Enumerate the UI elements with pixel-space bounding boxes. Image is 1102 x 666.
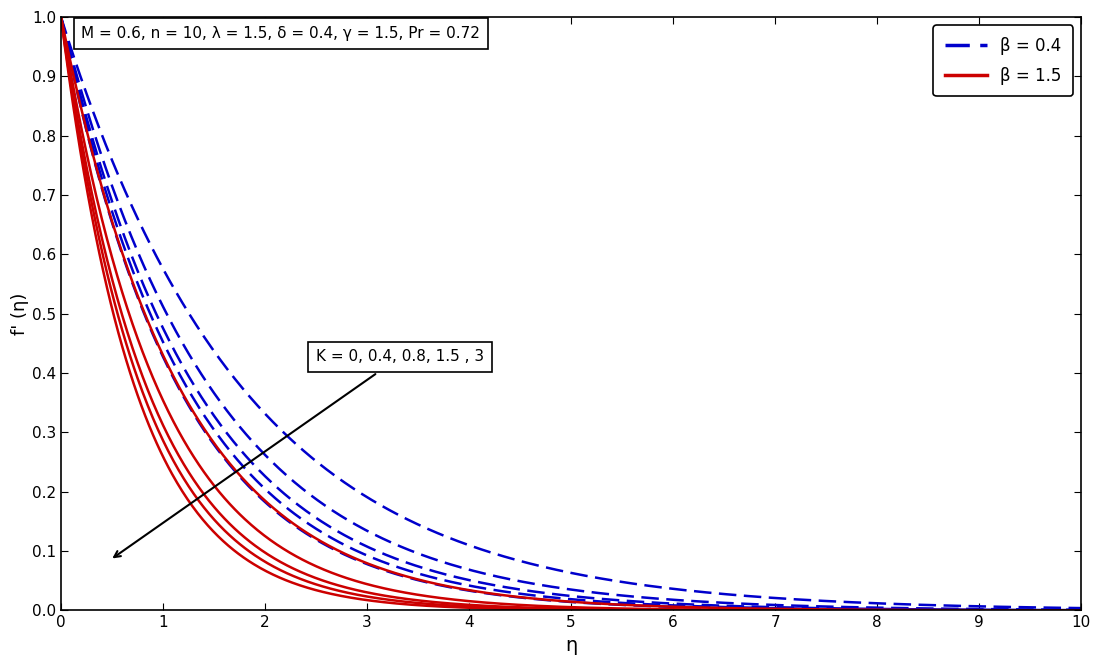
X-axis label: η: η xyxy=(565,636,577,655)
Legend: β = 0.4, β = 1.5: β = 0.4, β = 1.5 xyxy=(933,25,1073,97)
Text: K = 0, 0.4, 0.8, 1.5 , 3: K = 0, 0.4, 0.8, 1.5 , 3 xyxy=(115,349,484,557)
Text: M = 0.6, n = 10, λ = 1.5, δ = 0.4, γ = 1.5, Pr = 0.72: M = 0.6, n = 10, λ = 1.5, δ = 0.4, γ = 1… xyxy=(82,26,480,41)
Y-axis label: f' (η): f' (η) xyxy=(11,292,29,335)
